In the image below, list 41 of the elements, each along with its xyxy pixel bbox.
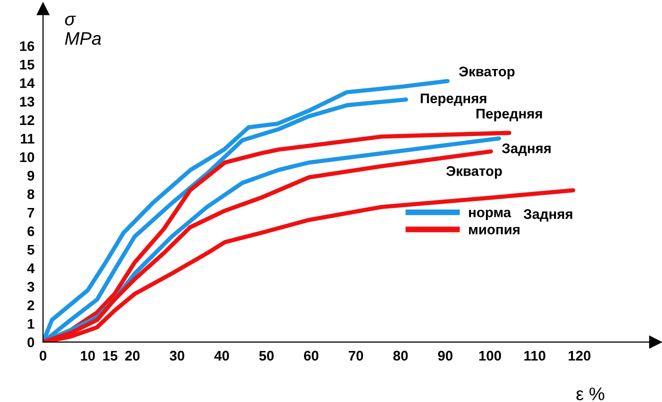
y-tick-label: 0 bbox=[28, 337, 34, 348]
x-tick-label: 80 bbox=[393, 350, 408, 361]
annotation: Экватор bbox=[459, 66, 515, 80]
y-tick-label: 15 bbox=[20, 60, 34, 70]
x-tick-label: 70 bbox=[348, 350, 364, 361]
y-tick-label: 1 bbox=[28, 319, 34, 329]
y-tick-label: 14 bbox=[20, 78, 35, 88]
y-tick-label: 8 bbox=[27, 189, 34, 200]
legend-label: миопия bbox=[469, 226, 520, 234]
y-axis-title: σ MPa bbox=[65, 16, 101, 45]
legend-label: норма bbox=[469, 210, 512, 220]
x-tick-label: 60 bbox=[304, 350, 318, 361]
x-tick-label: 15 bbox=[103, 350, 118, 361]
y-tick-label: 11 bbox=[20, 134, 34, 144]
x-tick-label: 0 bbox=[40, 350, 46, 361]
annotation: Передняя bbox=[420, 94, 486, 106]
annotation: Экватор bbox=[446, 166, 502, 179]
y-tick-label: 12 bbox=[20, 115, 34, 125]
x-tick-label: 30 bbox=[170, 350, 184, 361]
y-tick-label: 9 bbox=[27, 170, 34, 181]
y-tick-label: 13 bbox=[20, 96, 34, 107]
y-tick-label: 7 bbox=[28, 208, 34, 218]
x-tick-label: 120 bbox=[568, 350, 590, 361]
y-tick-label: 3 bbox=[27, 282, 34, 292]
x-tick-label: 110 bbox=[524, 350, 546, 361]
x-tick-label: 40 bbox=[214, 350, 229, 361]
x-tick-label: 100 bbox=[479, 350, 502, 361]
y-tick-label: 10 bbox=[20, 152, 34, 162]
y-tick-label: 6 bbox=[27, 226, 34, 236]
annotation: Передняя bbox=[476, 108, 542, 122]
y-tick-label: 5 bbox=[27, 245, 34, 255]
x-axis-title: ε % bbox=[576, 388, 604, 400]
x-tick-label: 10 bbox=[80, 350, 95, 361]
annotation: Задняя bbox=[524, 209, 572, 222]
x-tick-label: 20 bbox=[125, 350, 140, 361]
x-tick-label: 50 bbox=[259, 350, 274, 361]
annotation: Задняя bbox=[502, 143, 551, 156]
y-tick-label: 16 bbox=[20, 41, 34, 52]
y-tick-label: 2 bbox=[27, 300, 34, 310]
x-tick-label: 90 bbox=[438, 350, 452, 361]
y-tick-label: 4 bbox=[27, 264, 35, 274]
